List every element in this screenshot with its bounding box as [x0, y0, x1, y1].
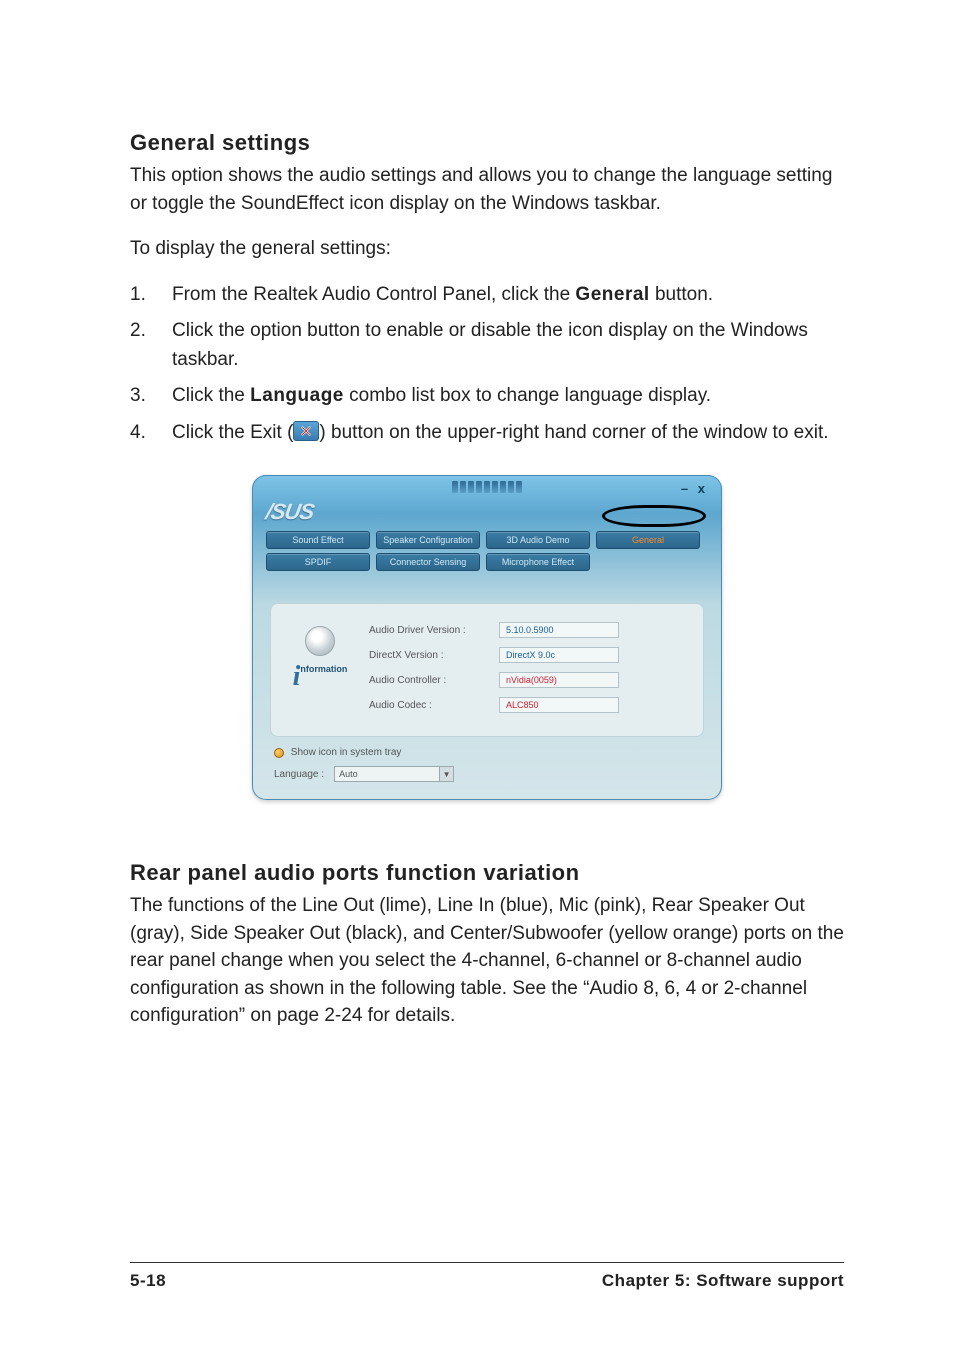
info-key: Audio Driver Version :: [369, 625, 499, 636]
tab-spdif[interactable]: SPDIF: [266, 553, 370, 571]
info-key: Audio Codec :: [369, 700, 499, 711]
tab-microphone-effect[interactable]: Microphone Effect: [486, 553, 590, 571]
tab-general[interactable]: General: [596, 531, 700, 549]
step-text: From the Realtek Audio Control Panel, cl…: [172, 281, 844, 310]
step-item: 3.Click the Language combo list box to c…: [130, 382, 844, 411]
info-value: ALC850: [499, 697, 619, 713]
window-controls[interactable]: – x: [681, 481, 708, 496]
info-row: Audio Codec :ALC850: [369, 697, 689, 713]
step-text: Click the option button to enable or dis…: [172, 317, 844, 374]
audio-control-panel: – x /SUS Sound Effect Speaker Configurati…: [252, 475, 722, 800]
info-value: DirectX 9.0c: [499, 647, 619, 663]
asus-logo: /SUS: [264, 499, 316, 525]
step-item: 2.Click the option button to enable or d…: [130, 317, 844, 374]
general-settings-intro: This option shows the audio settings and…: [130, 162, 844, 217]
disc-icon: [305, 626, 335, 656]
general-settings-lead: To display the general settings:: [130, 235, 844, 263]
step-text: Click the Exit () button on the upper-ri…: [172, 419, 844, 448]
exit-icon: [293, 421, 319, 441]
information-area: i nformation Audio Driver Version :5.10.…: [270, 603, 704, 737]
language-combo[interactable]: Auto ▼: [334, 766, 454, 782]
tab-speaker-configuration[interactable]: Speaker Configuration: [376, 531, 480, 549]
page-number: 5-18: [130, 1271, 166, 1291]
chevron-down-icon[interactable]: ▼: [439, 767, 453, 781]
information-rows: Audio Driver Version :5.10.0.5900 DirectX…: [369, 622, 689, 722]
tab-sound-effect[interactable]: Sound Effect: [266, 531, 370, 549]
window-grip: [260, 481, 714, 495]
information-icon-column: i nformation: [285, 622, 355, 722]
info-key: Audio Controller :: [369, 675, 499, 686]
show-tray-radio-icon[interactable]: [274, 748, 284, 758]
step-item: 1.From the Realtek Audio Control Panel, …: [130, 281, 844, 310]
tabs-row: Sound Effect Speaker Configuration 3D Audi…: [260, 531, 714, 575]
step-number: 4.: [130, 419, 172, 448]
steps-list: 1.From the Realtek Audio Control Panel, …: [130, 281, 844, 448]
rear-panel-body: The functions of the Line Out (lime), Li…: [130, 892, 844, 1030]
step-text: Click the Language combo list box to cha…: [172, 382, 844, 411]
rear-panel-heading: Rear panel audio ports function variatio…: [130, 860, 844, 886]
general-settings-heading: General settings: [130, 130, 844, 156]
chapter-label: Chapter 5: Software support: [602, 1271, 844, 1291]
info-key: DirectX Version :: [369, 650, 499, 661]
step-bold-term: Language: [250, 385, 344, 406]
info-row: Audio Driver Version :5.10.0.5900: [369, 622, 689, 638]
show-tray-row[interactable]: Show icon in system tray: [274, 747, 704, 758]
language-value: Auto: [339, 769, 358, 779]
info-value: 5.10.0.5900: [499, 622, 619, 638]
step-number: 2.: [130, 317, 172, 374]
step-bold-term: General: [575, 284, 649, 305]
show-tray-label: Show icon in system tray: [291, 747, 402, 758]
info-value: nVidia(0059): [499, 672, 619, 688]
language-label: Language :: [274, 769, 324, 780]
info-row: DirectX Version :DirectX 9.0c: [369, 647, 689, 663]
step-number: 1.: [130, 281, 172, 310]
step-number: 3.: [130, 382, 172, 411]
info-i-icon: i: [293, 666, 301, 688]
step-item: 4.Click the Exit () button on the upper-…: [130, 419, 844, 448]
language-row: Language : Auto ▼: [274, 766, 704, 782]
tab-connector-sensing[interactable]: Connector Sensing: [376, 553, 480, 571]
information-label: nformation: [300, 664, 347, 674]
info-row: Audio Controller :nVidia(0059): [369, 672, 689, 688]
page-footer: 5-18 Chapter 5: Software support: [130, 1262, 844, 1291]
tab-3d-audio-demo[interactable]: 3D Audio Demo: [486, 531, 590, 549]
